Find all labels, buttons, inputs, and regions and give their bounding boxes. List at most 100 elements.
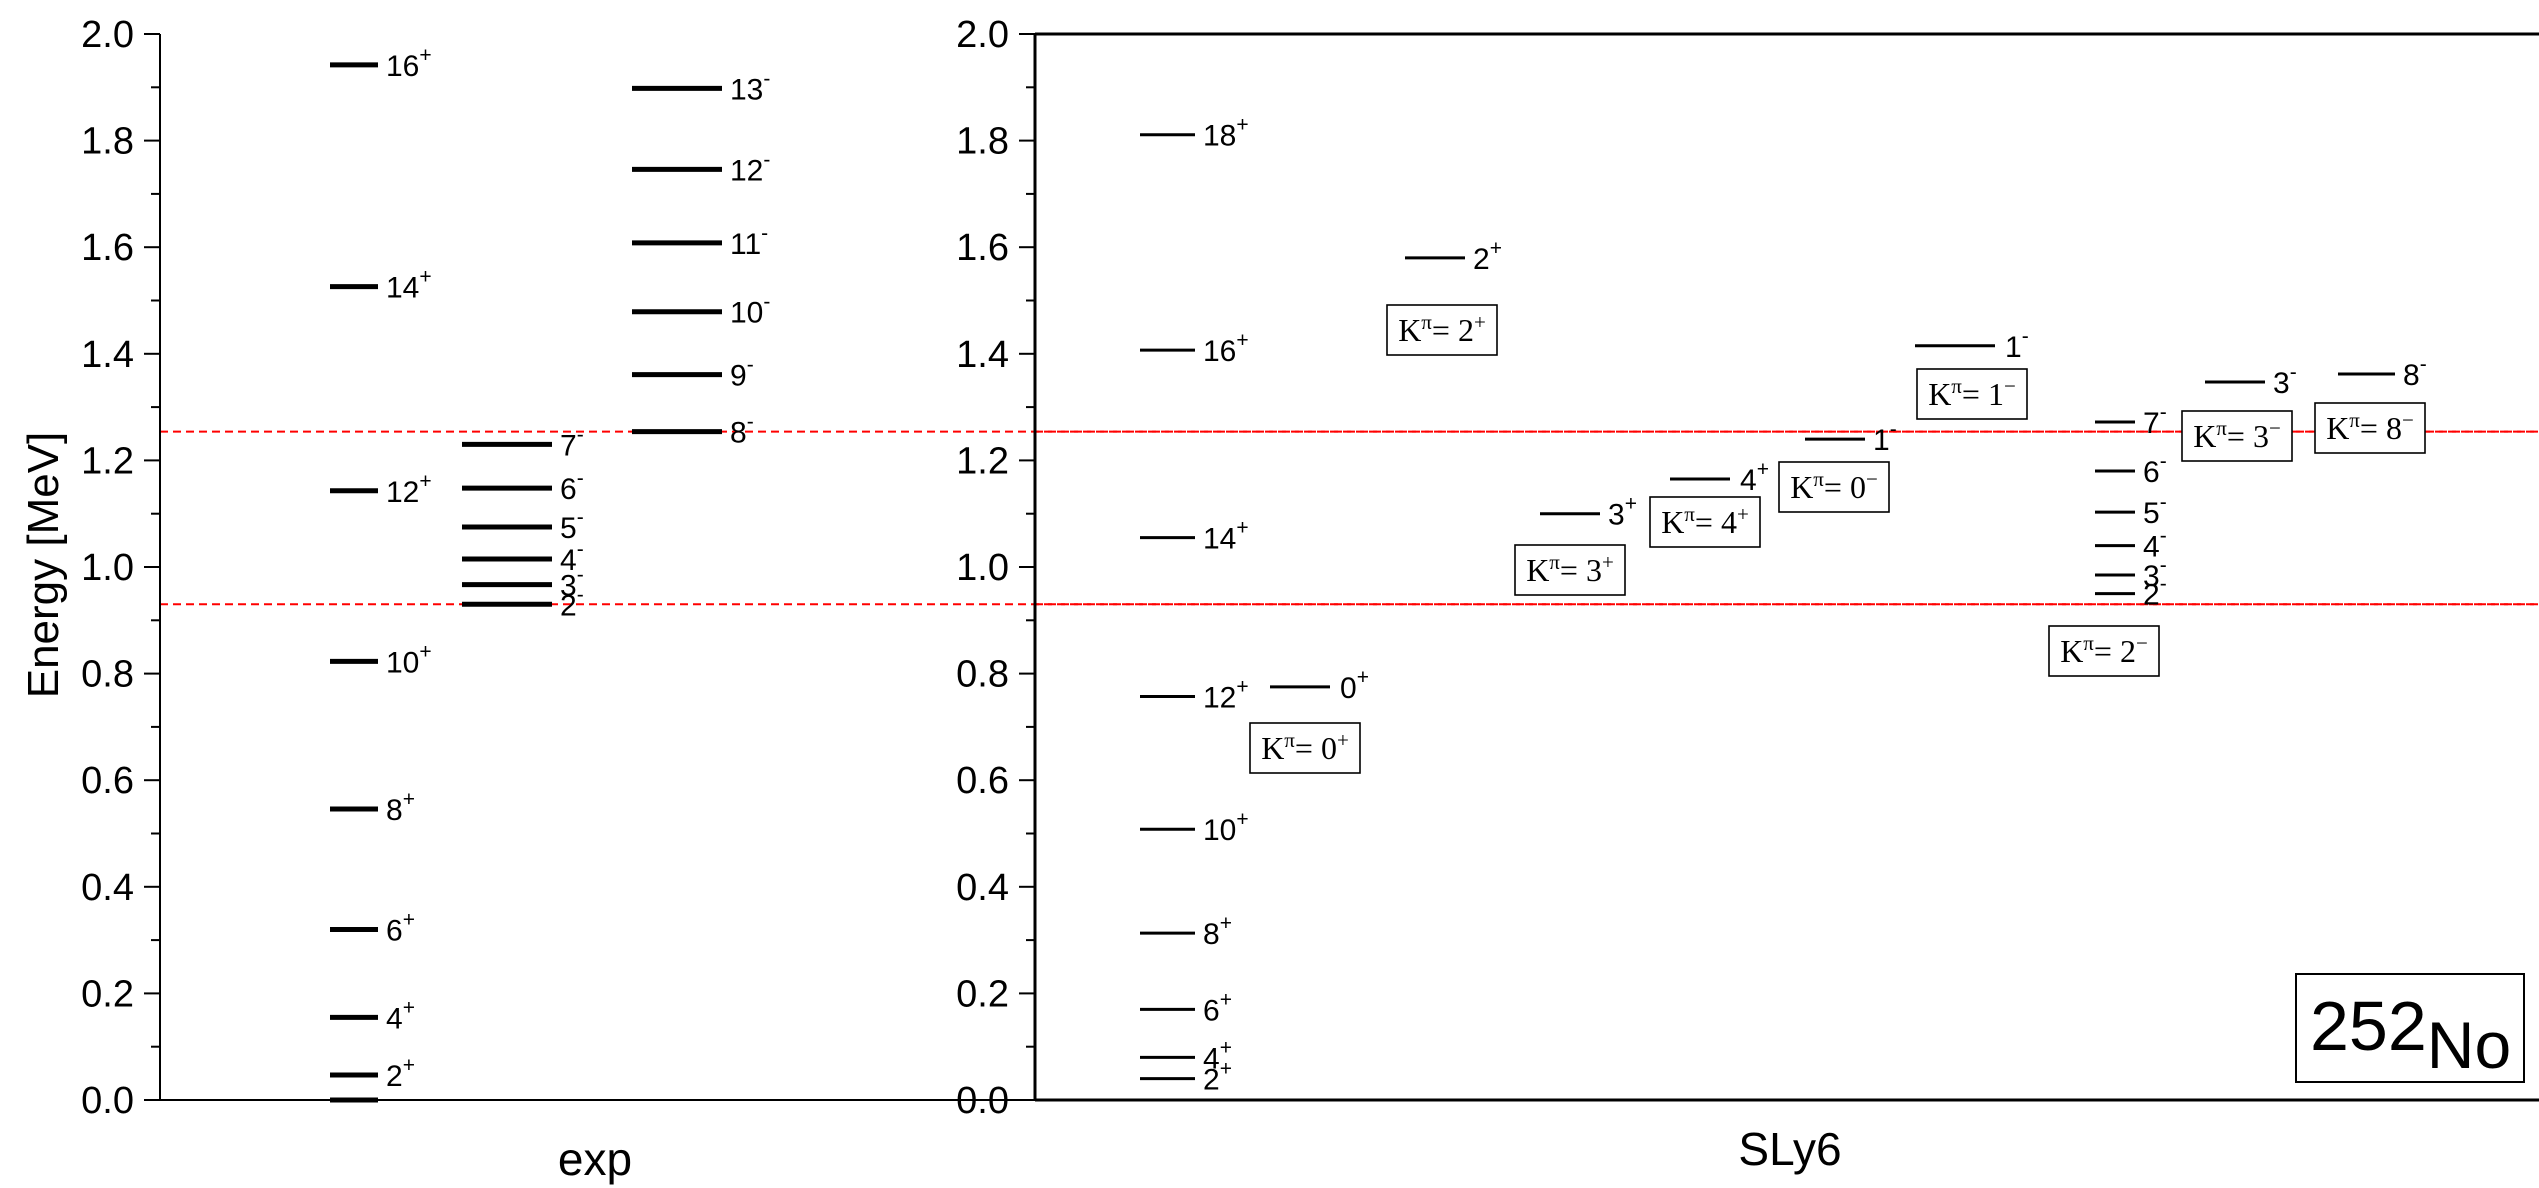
y-tick-label: 0.2 — [956, 973, 1009, 1015]
y-tick-label: 1.6 — [81, 227, 134, 269]
level-label: 4- — [560, 538, 584, 577]
level-label: 6- — [560, 467, 584, 506]
level-label: 12+ — [1203, 676, 1249, 715]
level-label: 11- — [730, 222, 768, 261]
level-label: 16+ — [1203, 329, 1249, 368]
y-tick-label: 0.4 — [81, 867, 134, 909]
level-label: 2- — [2143, 573, 2167, 612]
k-label: Kπ= 1− — [1916, 368, 2028, 420]
level-label: 3- — [2273, 361, 2297, 400]
k-label: Kπ= 8− — [2314, 402, 2426, 454]
k-label: Kπ= 0+ — [1249, 722, 1361, 774]
k-label-text: Kπ= 3− — [2193, 416, 2281, 454]
level-label: 10+ — [1203, 808, 1249, 847]
level-label: 6- — [2143, 450, 2167, 489]
y-tick-label: 0.8 — [956, 654, 1009, 696]
sly6-panel: 0.00.20.40.60.81.01.21.41.61.82.0SLy62+4… — [956, 14, 2539, 1175]
k-label-box — [1249, 722, 1361, 774]
k-label: Kπ= 2+ — [1386, 304, 1498, 356]
x-axis-label: SLy6 — [1738, 1123, 1841, 1175]
k-label-box — [1649, 496, 1761, 548]
k-label-text: Kπ= 3+ — [1526, 550, 1614, 588]
level-label: 3- — [560, 564, 584, 603]
level-label: 10- — [730, 291, 770, 330]
level-label: 1- — [1873, 418, 1897, 457]
y-tick-label: 1.2 — [81, 440, 134, 482]
level-label: 13- — [730, 67, 770, 106]
level-label: 18+ — [1203, 114, 1249, 153]
y-tick-label: 1.4 — [956, 334, 1009, 376]
level-label: 6+ — [1203, 988, 1232, 1027]
k-label: Kπ= 2− — [2048, 625, 2160, 677]
y-tick-label: 1.2 — [956, 440, 1009, 482]
level-label: 1- — [2005, 325, 2029, 364]
y-tick-label: 1.8 — [81, 121, 134, 163]
level-label: 8- — [730, 411, 754, 450]
k-label-box — [1916, 368, 2028, 420]
level-label: 8+ — [386, 788, 415, 827]
k-label: Kπ= 3+ — [1514, 544, 1626, 596]
y-tick-label: 1.8 — [956, 121, 1009, 163]
level-label: 8+ — [1203, 912, 1232, 951]
y-tick-label: 0.0 — [956, 1080, 1009, 1122]
level-label: 5- — [2143, 491, 2167, 530]
k-label-text: Kπ= 2− — [2060, 631, 2148, 669]
level-label: 12+ — [386, 470, 432, 509]
y-axis-label: Energy [MeV] — [19, 432, 68, 699]
exp-panel: 0.00.20.40.60.81.01.21.41.61.82.0exp2+4+… — [81, 14, 2539, 1185]
nucleus-box — [2295, 973, 2525, 1083]
y-tick-label: 0.4 — [956, 867, 1009, 909]
k-label-box — [1778, 461, 1890, 513]
level-label: 5- — [560, 506, 584, 545]
level-label: 8- — [2403, 353, 2427, 392]
k-label-text: Kπ= 1− — [1928, 374, 2016, 412]
level-label: 2- — [560, 583, 584, 622]
k-label: Kπ= 3− — [2181, 410, 2293, 462]
level-label: 2+ — [1203, 1058, 1232, 1097]
level-label: 12- — [730, 148, 770, 187]
y-tick-label: 0.8 — [81, 654, 134, 696]
y-tick-label: 1.0 — [81, 547, 134, 589]
level-label: 9- — [730, 354, 754, 393]
k-label-text: Kπ= 2+ — [1398, 310, 1486, 348]
y-tick-label: 0.6 — [81, 760, 134, 802]
level-label: 10+ — [386, 640, 432, 679]
y-tick-label: 0.2 — [81, 973, 134, 1015]
level-label: 3- — [2143, 554, 2167, 593]
level-label: 2+ — [1473, 237, 1502, 276]
level-label: 14+ — [1203, 517, 1249, 556]
k-label-box — [1514, 544, 1626, 596]
k-label-box — [1386, 304, 1498, 356]
nucleus-label: 252No — [2295, 973, 2525, 1083]
k-label-text: Kπ= 0+ — [1261, 728, 1349, 766]
y-tick-label: 0.0 — [81, 1080, 134, 1122]
level-label: 4+ — [1203, 1036, 1232, 1075]
level-label: 2+ — [386, 1054, 415, 1093]
y-tick-label: 2.0 — [81, 14, 134, 56]
level-label: 4+ — [386, 996, 415, 1035]
level-label: 16+ — [386, 44, 432, 83]
k-label-box — [2181, 410, 2293, 462]
k-label: Kπ= 0− — [1778, 461, 1890, 513]
level-label: 7- — [560, 423, 584, 462]
k-label-text: Kπ= 8− — [2326, 408, 2414, 446]
nucleus-text: 252No — [2310, 987, 2511, 1082]
level-label: 6+ — [386, 908, 415, 947]
y-tick-label: 1.4 — [81, 334, 134, 376]
level-label: 7- — [2143, 401, 2167, 440]
y-tick-label: 2.0 — [956, 14, 1009, 56]
y-tick-label: 1.6 — [956, 227, 1009, 269]
level-label: 14+ — [386, 266, 432, 305]
level-label: 4+ — [1740, 458, 1769, 497]
k-label-text: Kπ= 4+ — [1661, 502, 1749, 540]
level-label: 4- — [2143, 525, 2167, 564]
k-label-box — [2314, 402, 2426, 454]
k-label-box — [2048, 625, 2160, 677]
y-tick-label: 0.6 — [956, 760, 1009, 802]
level-label: 0+ — [1340, 666, 1369, 705]
k-label: Kπ= 4+ — [1649, 496, 1761, 548]
level-label: 3+ — [1608, 493, 1637, 532]
x-axis-label: exp — [558, 1133, 632, 1185]
k-label-text: Kπ= 0− — [1790, 467, 1878, 505]
